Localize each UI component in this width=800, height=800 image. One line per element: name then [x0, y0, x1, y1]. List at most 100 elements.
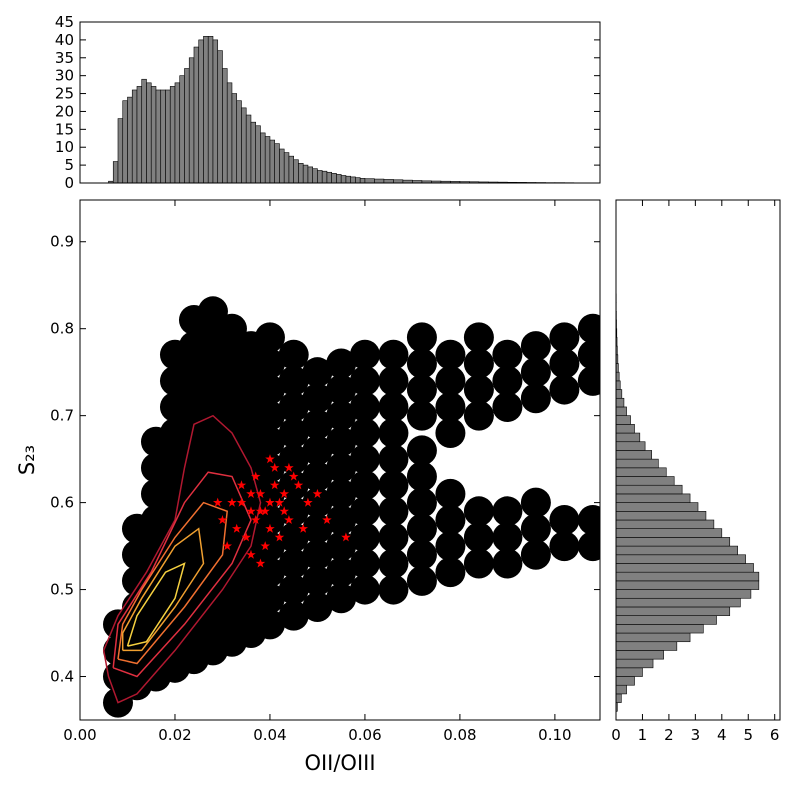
histogram-bar	[160, 89, 166, 184]
scatter-point	[278, 339, 309, 370]
star-point	[279, 488, 289, 498]
histogram-bar	[217, 50, 223, 184]
histogram-bar	[117, 118, 124, 184]
star-point	[293, 480, 304, 490]
histogram-bar	[374, 178, 385, 184]
scatter-point	[349, 522, 380, 553]
histogram-bar	[150, 86, 157, 184]
y-tick-label: 0.5	[50, 581, 74, 599]
main-plot-area	[102, 296, 600, 718]
histogram-bar	[321, 170, 328, 184]
histogram-bar	[615, 537, 731, 547]
contour-line	[121, 527, 205, 652]
y-tick-label: 30	[55, 67, 74, 85]
star-point	[213, 497, 223, 507]
scatter-point	[278, 574, 309, 605]
scatter-point	[326, 557, 357, 588]
scatter-point	[435, 478, 466, 509]
scatter-point	[326, 583, 357, 614]
axes-frame	[615, 199, 781, 721]
scatter-point	[302, 435, 333, 466]
star-point	[284, 515, 294, 524]
scatter-point	[378, 339, 409, 370]
histogram-bar	[615, 667, 643, 677]
scatter-point	[378, 470, 409, 501]
scatter-point	[278, 365, 309, 396]
star-point	[217, 515, 228, 524]
star-point	[322, 515, 332, 524]
histogram-bar	[355, 177, 361, 184]
y-tick-label: 0.8	[50, 320, 74, 338]
scatter-point	[302, 461, 333, 492]
scatter-point	[435, 391, 466, 422]
histogram-bar	[615, 563, 754, 573]
x-tick-label: 5	[743, 726, 753, 744]
star-point	[260, 506, 270, 516]
scatter-point	[406, 435, 437, 466]
scatter-point	[492, 391, 523, 422]
scatter-point	[435, 418, 466, 449]
histogram-bar	[307, 166, 313, 184]
histogram-bar	[198, 39, 204, 184]
scatter-point	[254, 452, 285, 483]
scatter-point	[302, 565, 333, 596]
scatter-point	[492, 339, 523, 370]
histogram-bar	[345, 175, 351, 184]
histogram-bar	[283, 152, 290, 184]
x-tick-label: 0.06	[348, 726, 381, 744]
scatter-point	[463, 322, 494, 353]
scatter-point	[254, 609, 285, 640]
histogram-bar	[615, 476, 675, 486]
histogram-bar	[615, 571, 760, 582]
histogram-bar	[615, 658, 654, 669]
y-tick-label: 40	[55, 31, 74, 49]
histogram-bar	[615, 693, 622, 703]
scatter-point	[463, 548, 494, 579]
histogram-bar	[615, 415, 631, 425]
y-tick-label: 45	[55, 13, 74, 31]
star-point	[288, 471, 299, 481]
y-tick-label: 5	[64, 156, 74, 174]
scatter-point	[302, 487, 333, 518]
x-tick-label: 4	[717, 726, 727, 744]
star-point	[341, 532, 351, 542]
contour-line	[117, 501, 229, 665]
histogram-bar	[136, 86, 143, 184]
scatter-point	[435, 339, 466, 370]
scatter-point	[349, 418, 380, 449]
scatter-point	[302, 539, 333, 570]
scatter-point	[326, 531, 357, 562]
scatter-point	[549, 374, 580, 405]
scatter-point	[577, 313, 600, 344]
star-point	[260, 541, 270, 551]
scatter-point	[549, 348, 580, 379]
histogram-bar	[615, 511, 707, 521]
histogram-bar	[615, 467, 667, 477]
histogram-bar	[245, 114, 252, 184]
histogram-bar	[141, 78, 147, 184]
star-point	[246, 506, 256, 516]
histogram-bar	[317, 170, 323, 184]
histogram-bar	[615, 432, 641, 443]
histogram-bar	[615, 684, 627, 695]
scatter-point	[492, 522, 523, 553]
histogram-bar	[615, 650, 664, 660]
scatter-point	[406, 487, 437, 518]
scatter-point	[254, 374, 285, 405]
scatter-point	[520, 539, 551, 570]
histogram-bar	[615, 406, 627, 416]
scatter-point	[216, 313, 247, 344]
scatter-point	[302, 591, 333, 622]
scatter-point	[326, 452, 357, 483]
scatter-point	[435, 557, 466, 588]
histogram-bar	[615, 397, 625, 408]
scatter-point	[278, 391, 309, 422]
histogram-bar	[312, 168, 318, 184]
contour-line	[112, 471, 252, 678]
scatter-point	[349, 496, 380, 527]
scatter-point	[302, 357, 333, 388]
scatter-point	[326, 478, 357, 509]
histogram-bar	[169, 86, 176, 184]
scatter-point	[435, 505, 466, 535]
histogram-bar	[615, 424, 635, 434]
